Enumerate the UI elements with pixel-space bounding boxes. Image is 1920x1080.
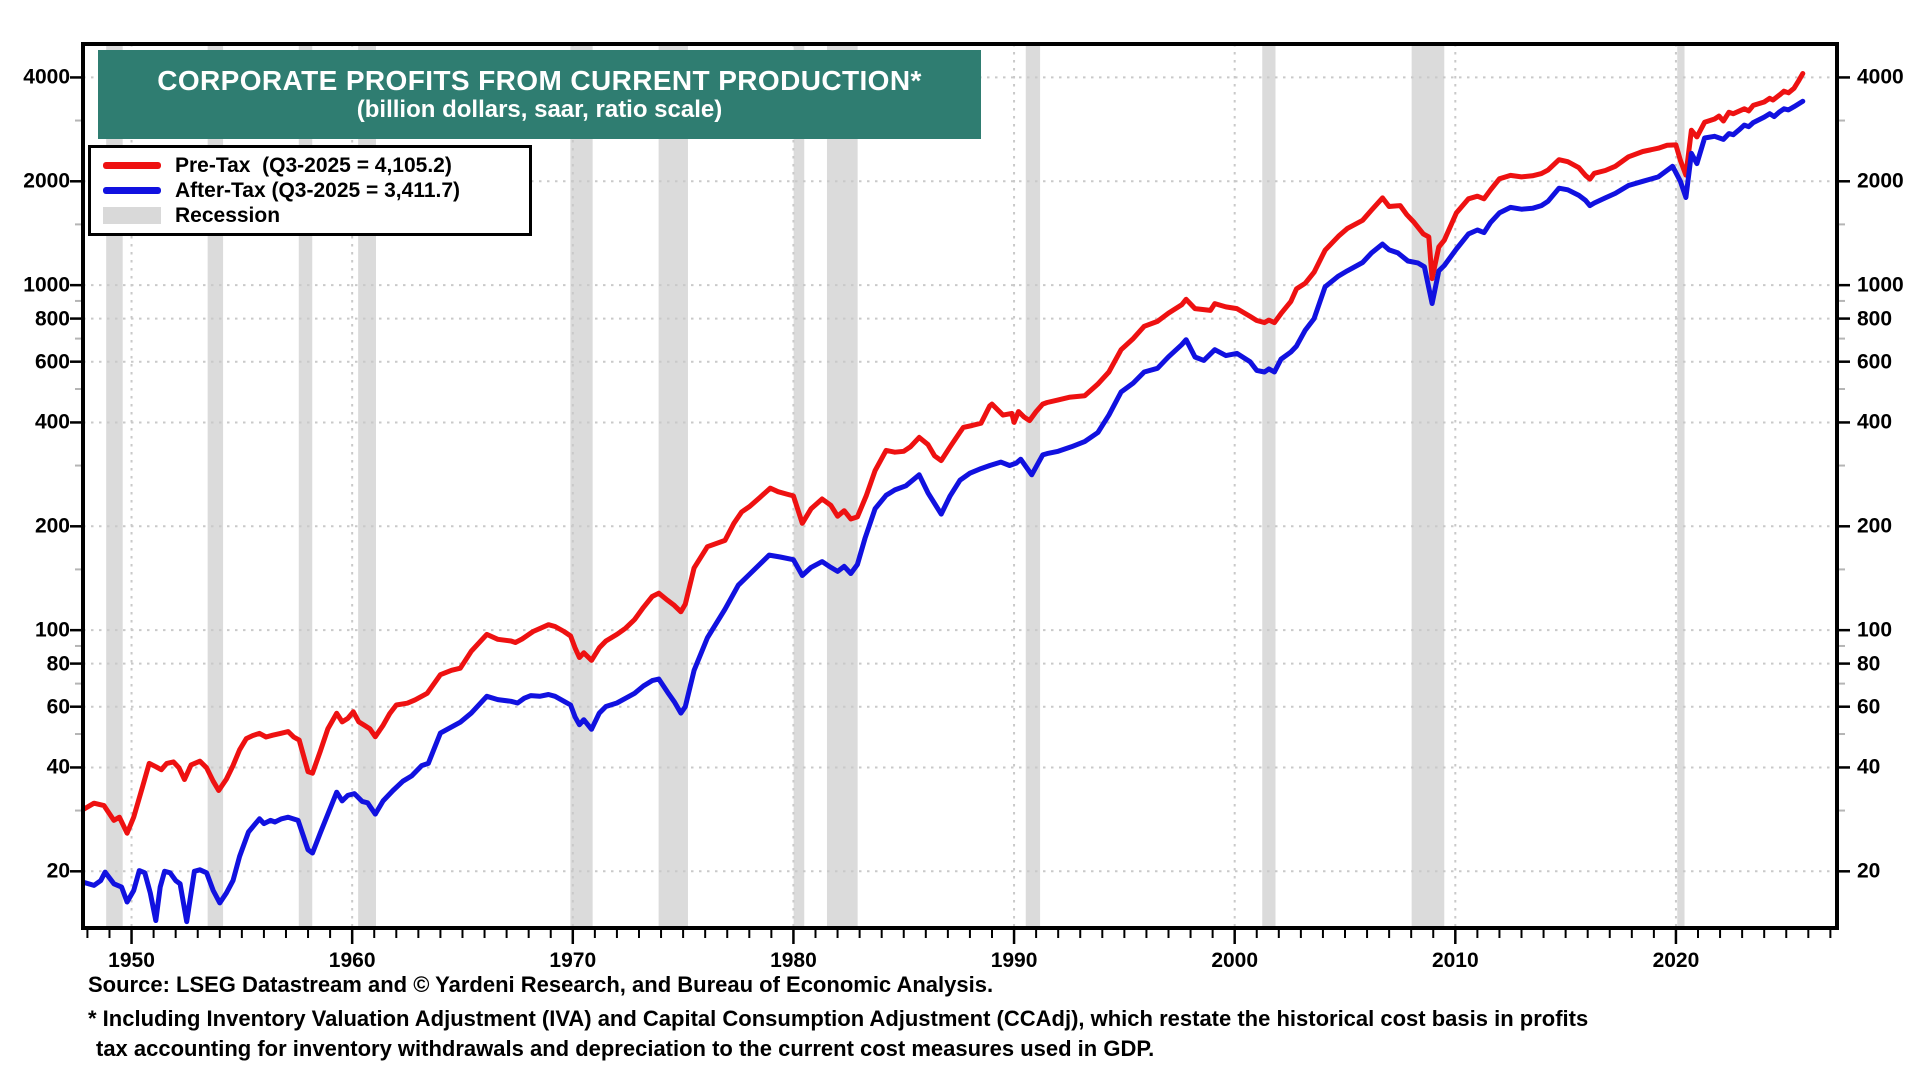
source-note: Source: LSEG Datastream and © Yardeni Re…	[88, 972, 994, 997]
y-axis-label-right-200: 200	[1857, 514, 1893, 538]
recession-band	[826, 44, 858, 928]
y-axis-label-left-80: 80	[46, 652, 70, 676]
footnote-line1: * Including Inventory Valuation Adjustme…	[88, 1006, 1589, 1031]
pretax-line-swatch	[103, 162, 161, 169]
y-axis-label-right-800: 800	[1857, 307, 1893, 331]
y-axis-label-left-60: 60	[46, 695, 70, 719]
footnote-line2: tax accounting for inventory withdrawals…	[96, 1036, 1155, 1061]
y-axis-label-right-600: 600	[1857, 350, 1893, 374]
x-axis-label-1970: 1970	[549, 949, 597, 972]
recession-band	[658, 44, 688, 928]
recession-band	[793, 44, 805, 928]
y-axis-label-right-40: 40	[1857, 755, 1881, 779]
y-axis-label-right-4000: 4000	[1857, 65, 1904, 89]
legend-label-pretax: Pre-Tax (Q3-2025 = 4,105.2)	[175, 154, 452, 177]
aftertax-line-swatch	[103, 187, 161, 194]
legend-label-recession: Recession	[175, 204, 281, 227]
series-line-pre-tax	[83, 71, 1806, 836]
legend: Pre-Tax (Q3-2025 = 4,105.2) After-Tax (Q…	[88, 145, 532, 236]
y-axis-label-left-1000: 1000	[23, 273, 70, 297]
recession-band	[1411, 44, 1445, 928]
series-line-after-tax	[83, 98, 1806, 925]
y-axis-label-left-400: 400	[34, 410, 70, 434]
y-axis-label-left-2000: 2000	[23, 169, 70, 193]
y-axis-label-right-1000: 1000	[1857, 273, 1904, 297]
y-axis-label-right-20: 20	[1857, 859, 1881, 883]
chart-title-box: CORPORATE PROFITS FROM CURRENT PRODUCTIO…	[98, 50, 981, 139]
legend-item-aftertax: After-Tax (Q3-2025 = 3,411.7)	[103, 180, 529, 201]
legend-item-recession: Recession	[103, 205, 529, 226]
legend-label-aftertax: After-Tax (Q3-2025 = 3,411.7)	[175, 179, 461, 202]
x-axis-label-1990: 1990	[990, 949, 1038, 972]
recession-band	[1025, 44, 1041, 928]
y-axis-label-left-4000: 4000	[23, 65, 70, 89]
y-axis-label-left-20: 20	[46, 859, 70, 883]
y-axis-label-right-100: 100	[1857, 618, 1893, 642]
y-axis-label-left-100: 100	[34, 618, 70, 642]
y-axis-label-left-600: 600	[34, 350, 70, 374]
x-axis-label-1960: 1960	[328, 949, 376, 972]
y-axis-label-right-400: 400	[1857, 410, 1893, 434]
recession-band	[106, 44, 123, 928]
x-axis-label-1950: 1950	[108, 949, 155, 972]
recession-band	[1262, 44, 1276, 928]
chart-title: CORPORATE PROFITS FROM CURRENT PRODUCTIO…	[157, 65, 922, 96]
x-axis-label-2010: 2010	[1431, 949, 1479, 972]
recession-band-swatch	[103, 207, 161, 224]
y-axis-label-left-200: 200	[34, 514, 70, 538]
recession-band	[1677, 44, 1685, 928]
y-axis-label-left-40: 40	[46, 755, 70, 779]
y-axis-label-right-80: 80	[1857, 652, 1881, 676]
x-axis-label-2000: 2000	[1211, 949, 1259, 972]
y-axis-label-left-800: 800	[34, 307, 70, 331]
x-axis-label-2020: 2020	[1652, 949, 1700, 972]
y-axis-label-right-60: 60	[1857, 695, 1881, 719]
x-axis-label-1980: 1980	[770, 949, 817, 972]
chart-subtitle: (billion dollars, saar, ratio scale)	[356, 96, 723, 123]
plot-border	[81, 42, 1839, 930]
legend-item-pretax: Pre-Tax (Q3-2025 = 4,105.2)	[103, 155, 529, 176]
y-axis-label-right-2000: 2000	[1857, 169, 1904, 193]
